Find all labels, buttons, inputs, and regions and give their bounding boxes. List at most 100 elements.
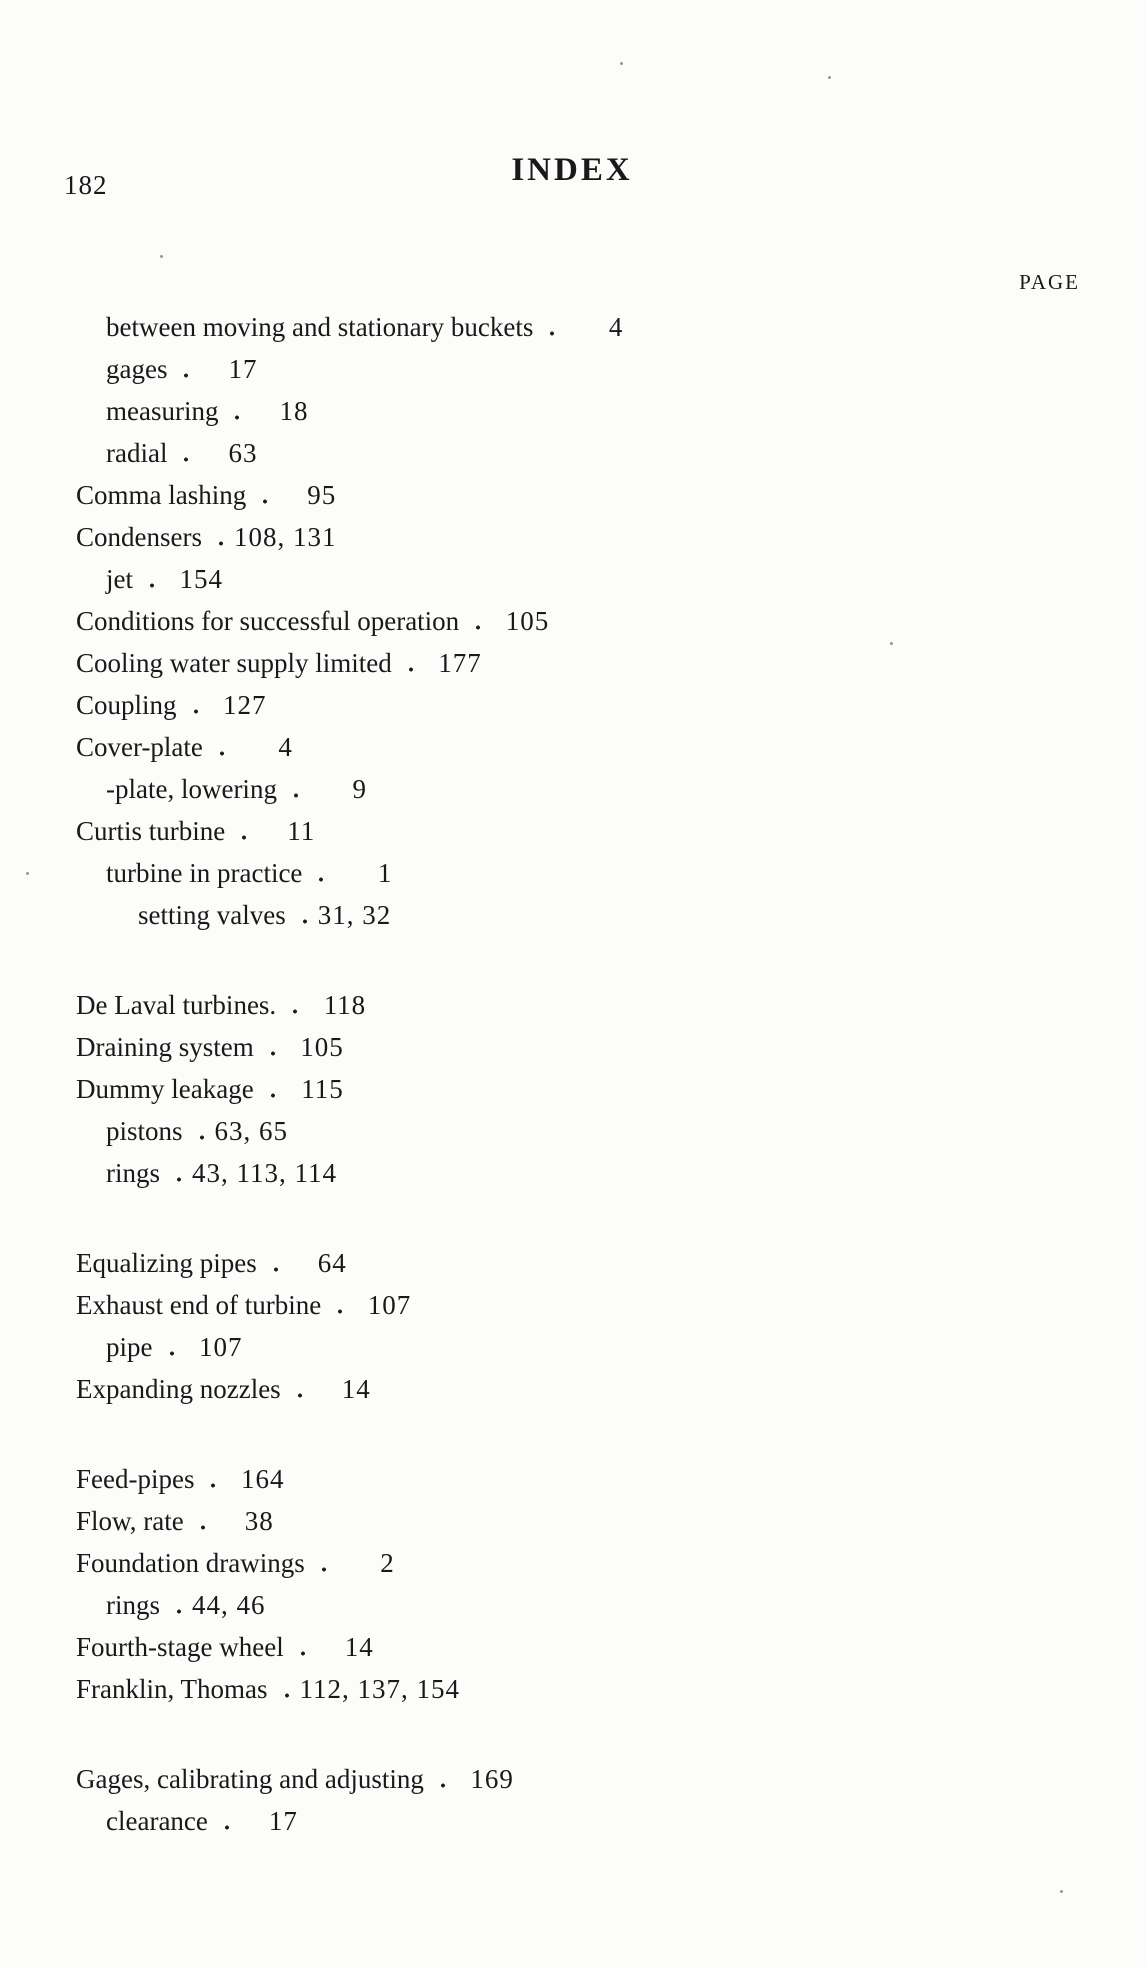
index-entry-label: Exhaust end of turbine (76, 1290, 322, 1320)
index-entry-row: Exhaust end of turbine 107 (64, 1284, 1080, 1326)
index-entry-label: Cover-plate (76, 732, 203, 762)
index-entry-label: Feed-pipes (76, 1464, 195, 1494)
index-entry-label: Gages, calibrating and adjusting (76, 1764, 424, 1794)
index-entry-label: rings (106, 1158, 160, 1188)
index-entry-page-number: 105 (300, 1032, 344, 1062)
dot-leader (177, 371, 192, 378)
index-entry-page-number: 38 (244, 1506, 274, 1536)
index-entry-page-number: 14 (344, 1632, 374, 1662)
index-entry-label: gages (106, 354, 168, 384)
index-entry-label: Coupling (76, 690, 177, 720)
dot-leader (290, 1391, 305, 1398)
index-entry-label: Dummy leakage (76, 1074, 254, 1104)
index-entry-label: De Laval turbines. (76, 990, 277, 1020)
dot-leader (469, 623, 484, 630)
index-entry-row: radial 63 (64, 432, 1080, 474)
dot-leader (263, 1091, 278, 1098)
index-group: between moving and stationary buckets 4 … (64, 306, 1080, 936)
index-group: De Laval turbines. 118 Draining system 1… (64, 984, 1080, 1194)
index-entry-label: Comma lashing (76, 480, 247, 510)
index-entry-page-number: 154 (179, 564, 223, 594)
index-entry-row: Equalizing pipes 64 (64, 1242, 1080, 1284)
dot-leader (433, 1781, 448, 1788)
dot-leader (177, 455, 192, 462)
folio-number: 182 (64, 170, 108, 200)
page-title: INDEX (511, 152, 633, 188)
index-entry-page-number: 18 (279, 396, 309, 426)
index-entry-label: pipe (106, 1332, 153, 1362)
index-group: Equalizing pipes 64 Exhaust end of turbi… (64, 1242, 1080, 1410)
index-entry-label: Draining system (76, 1032, 254, 1062)
index-entry-row: Foundation drawings 2 (64, 1542, 1080, 1584)
index-entry-row: pistons 63, 65 (64, 1110, 1080, 1152)
index-entry-label: jet (106, 564, 133, 594)
dot-leader (170, 1175, 184, 1182)
dot-leader (331, 1307, 346, 1314)
dot-leader (186, 707, 201, 714)
index-entry-label: clearance (106, 1806, 208, 1836)
index-entry-page-number: 118 (323, 990, 367, 1020)
index-entry-row: Draining system 105 (64, 1026, 1080, 1068)
dot-leader (170, 1607, 184, 1614)
page-header: 182 INDEX (64, 0, 1080, 232)
index-entry-page-number: 1 (377, 858, 393, 888)
index-entry-label: Curtis turbine (76, 816, 226, 846)
dot-leader (401, 665, 416, 672)
index-entry-page-number: 107 (199, 1332, 243, 1362)
index-entry-page-number: 63 (228, 438, 258, 468)
index-entry-page-number: 17 (228, 354, 258, 384)
index-entry-label: Conditions for successful operation (76, 606, 460, 636)
index-entry-row: measuring 18 (64, 390, 1080, 432)
scan-speck (26, 872, 29, 875)
dot-leader (286, 791, 301, 798)
index-entry-row: jet 154 (64, 558, 1080, 600)
index-entry-row: Dummy leakage 115 (64, 1068, 1080, 1110)
dot-leader (193, 1523, 208, 1530)
index-entry-row: pipe 107 (64, 1326, 1080, 1368)
index-entry-page-number: 95 (307, 480, 337, 510)
scan-speck (620, 62, 623, 65)
dot-leader (266, 1265, 281, 1272)
index-entry-page-number: 31, 32 (317, 900, 392, 930)
dot-leader (263, 1049, 278, 1056)
index-entry-row: Cover-plate 4 (64, 726, 1080, 768)
scan-speck (1060, 1890, 1063, 1893)
index-entry-label: measuring (106, 396, 219, 426)
index-entry-row: gages 17 (64, 348, 1080, 390)
index-groups: between moving and stationary buckets 4 … (64, 306, 1080, 1842)
index-entry-page-number: 63, 65 (214, 1116, 289, 1146)
index-entry-page-number: 4 (278, 732, 293, 762)
dot-leader (228, 413, 243, 420)
index-entry-label: pistons (106, 1116, 183, 1146)
scan-speck (828, 76, 831, 79)
scan-speck (160, 255, 163, 258)
index-entry-row: Condensers 108, 131 (64, 516, 1080, 558)
dot-leader (295, 917, 310, 924)
index-entry-page-number: 44, 46 (192, 1590, 266, 1620)
dot-leader (256, 497, 271, 504)
index-entry-label: between moving and stationary buckets (106, 312, 534, 342)
dot-leader (217, 1823, 232, 1830)
dot-leader (312, 875, 327, 882)
index-entry-page-number: 14 (341, 1374, 371, 1404)
index-entry-page-number: 112, 137, 154 (299, 1674, 460, 1704)
page-column-header: PAGE (1019, 270, 1080, 294)
index-entry-page-number: 4 (608, 312, 624, 342)
index-entry-page-number: 108, 131 (233, 522, 337, 552)
index-entry-label: Cooling water supply limited (76, 648, 392, 678)
index-entry-row: rings 43, 113, 114 (64, 1152, 1080, 1194)
index-entry-label: radial (106, 438, 168, 468)
index-entry-label: turbine in practice (106, 858, 303, 888)
index-group: Feed-pipes 164 Flow, rate 38 Foundation … (64, 1458, 1080, 1710)
index-entry-label: Condensers (76, 522, 202, 552)
index-entry-row: between moving and stationary buckets 4 (64, 306, 1080, 348)
dot-leader (192, 1133, 207, 1140)
index-entry-label: Foundation drawings (76, 1548, 305, 1578)
index-entry-label: setting valves (138, 900, 286, 930)
index-entry-page-number: 177 (438, 648, 482, 678)
index-entry-label: rings (106, 1590, 160, 1620)
index-entry-row: setting valves 31, 32 (64, 894, 1080, 936)
index-entry-label: Fourth-stage wheel (76, 1632, 284, 1662)
index-entry-page-number: 105 (505, 606, 550, 636)
